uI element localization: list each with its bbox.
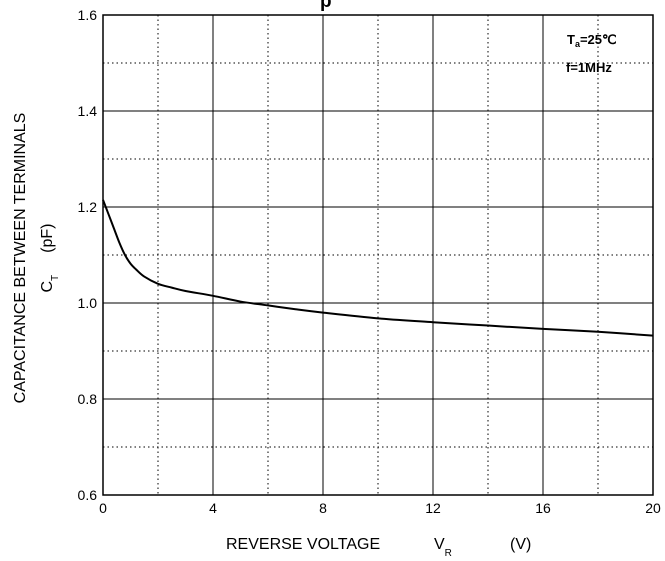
y-tick-label: 0.8 — [78, 391, 98, 407]
y-tick-label: 0.6 — [78, 487, 98, 503]
legend-temperature: Ta=25℃ — [567, 32, 617, 49]
y-axis-symbol: CT(pF) — [39, 224, 61, 293]
grid — [103, 15, 653, 495]
x-tick-label: 16 — [535, 500, 551, 516]
legend: Ta=25℃ f=1MHz — [566, 32, 617, 75]
x-tick-label: 20 — [645, 500, 661, 516]
y-tick-labels: 0.6 0.8 1.0 1.2 1.4 1.6 — [78, 7, 98, 503]
plot-frame — [102, 14, 654, 496]
series-line — [102, 199, 654, 337]
x-tick-label: 12 — [425, 500, 441, 516]
x-tick-label: 4 — [209, 500, 217, 516]
y-tick-label: 1.2 — [78, 199, 98, 215]
y-axis-label: CAPACITANCE BETWEEN TERMINALS — [12, 113, 29, 404]
y-tick-label: 1.0 — [78, 295, 98, 311]
x-tick-label: 0 — [99, 500, 107, 516]
legend-frequency: f=1MHz — [566, 60, 612, 75]
title-fragment: p — [320, 0, 332, 12]
y-tick-label: 1.6 — [78, 7, 98, 23]
x-tick-labels: 0 4 8 12 16 20 — [99, 500, 661, 516]
x-axis-label: REVERSE VOLTAGE VR (V) — [226, 536, 531, 560]
x-tick-label: 8 — [319, 500, 327, 516]
y-tick-label: 1.4 — [78, 103, 98, 119]
